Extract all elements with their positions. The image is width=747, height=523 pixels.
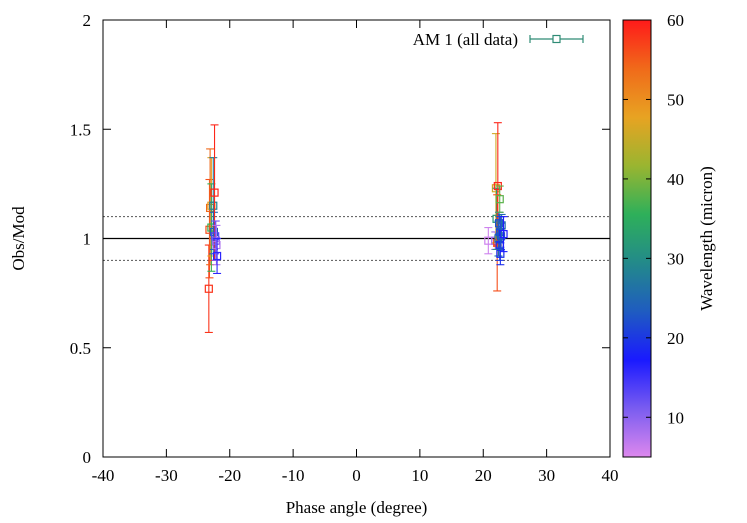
colorbar-tick-label: 60 [667,11,684,30]
y-tick-label: 0 [83,448,92,467]
colorbar-tick-label: 50 [667,90,684,109]
x-tick-label: -40 [92,466,115,485]
x-tick-label: -20 [218,466,241,485]
y-tick-label: 2 [83,11,92,30]
data-point [497,221,506,230]
y-tick-label: 1 [83,230,92,249]
data-point [499,230,508,239]
legend: AM 1 (all data) [413,30,584,49]
colorbar-tick-label: 10 [667,408,684,427]
legend-sample-marker [552,34,561,44]
colorbar: Wavelength (micron) 10 20 30 40 50 60 [622,11,716,458]
data-point [495,195,504,204]
data-point [209,227,219,237]
plot-area [103,216,610,261]
axes: -40 -30 -20 -10 0 10 20 30 40 0 0.5 1 1.5 2 [70,11,619,485]
x-tick-label: -10 [282,466,305,485]
data-point [212,251,222,261]
data-point [211,236,220,245]
data-point [204,284,213,293]
colorbar-tick-label: 40 [667,170,684,189]
x-tick-label: 20 [475,466,492,485]
y-axis-label: Obs/Mod [9,206,28,271]
data-point [210,188,219,197]
x-tick-label: 0 [352,466,361,485]
colorbar-label: Wavelength (micron) [697,166,716,311]
data-points [204,122,508,334]
x-tick-label: 40 [602,466,619,485]
x-tick-label: 30 [538,466,555,485]
data-point [496,232,506,241]
legend-label: AM 1 (all data) [413,30,518,49]
y-tick-label: 1.5 [70,120,91,139]
y-tick-label: 0.5 [70,339,91,358]
x-tick-label: 10 [411,466,428,485]
data-point [496,249,505,258]
x-axis-label: Phase angle (degree) [286,498,428,517]
x-tick-label: -30 [155,466,178,485]
colorbar-tick-label: 30 [667,249,684,268]
data-point [209,201,218,210]
data-point [211,232,220,241]
colorbar-gradient [622,19,652,458]
colorbar-tick-label: 20 [667,329,684,348]
data-point [212,240,221,250]
